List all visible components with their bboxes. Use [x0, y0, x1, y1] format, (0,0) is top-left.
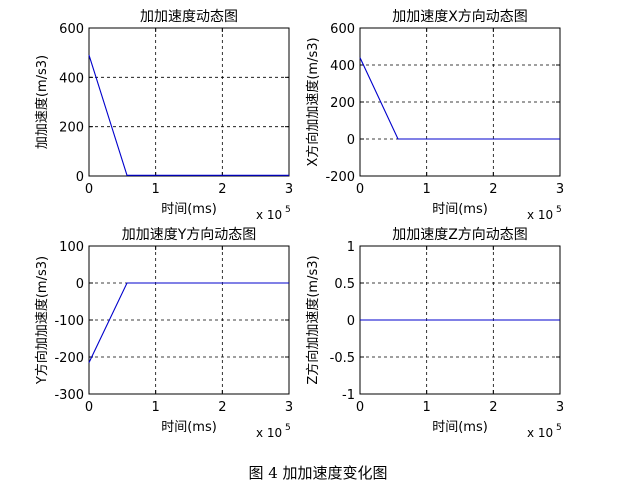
x-tick-label: 2 [489, 182, 497, 197]
x-tick-label: 1 [152, 182, 160, 197]
x-multiplier-label: x 10 [256, 208, 282, 222]
x-tick-label: 2 [218, 400, 226, 415]
y-tick-label: 0 [347, 133, 355, 148]
x-axis-label: 时间(ms) [161, 420, 217, 435]
y-tick-label: -200 [325, 170, 355, 185]
x-tick-label: 3 [285, 400, 293, 415]
x-multiplier-label: x 10 [256, 426, 282, 440]
x-tick-label: 1 [423, 182, 431, 197]
x-axis-label: 时间(ms) [161, 202, 217, 217]
y-tick-label: 100 [59, 240, 84, 255]
x-tick-label: 2 [489, 400, 497, 415]
chart-title: 加加速度动态图 [140, 9, 238, 25]
x-tick-label: 3 [556, 400, 564, 415]
y-axis-label: Z方向加加速度(m/s3) [305, 255, 321, 384]
x-tick-label: 0 [356, 400, 364, 415]
series-line [88, 54, 289, 176]
x-tick-label: 0 [85, 400, 93, 415]
x-tick-label: 0 [85, 182, 93, 197]
y-axis-label: Y方向加加速度(m/s3) [34, 256, 50, 385]
y-axis-label: X方向加加速度(m/s3) [305, 37, 321, 166]
y-axis-label: 加加速度(m/s3) [34, 55, 50, 149]
y-tick-label: -300 [54, 388, 84, 403]
y-tick-label: 400 [59, 71, 84, 86]
chart-title: 加加速度Z方向动态图 [392, 227, 528, 243]
x-tick-label: 3 [556, 182, 564, 197]
x-multiplier-exponent: 5 [556, 423, 562, 433]
x-tick-label: 2 [218, 182, 226, 197]
x-multiplier-label: x 10 [527, 208, 553, 222]
y-tick-label: 0.5 [334, 277, 355, 292]
y-tick-label: 1 [347, 240, 355, 255]
x-multiplier-label: x 10 [527, 426, 553, 440]
x-tick-label: 1 [423, 400, 431, 415]
y-tick-label: 600 [59, 22, 84, 37]
plot-area [88, 27, 290, 177]
series-line [359, 57, 560, 140]
figure-caption: 图 4 加加速度变化图 [248, 464, 388, 482]
x-multiplier-exponent: 5 [285, 423, 291, 433]
x-tick-label: 3 [285, 182, 293, 197]
x-axis-label: 时间(ms) [432, 202, 488, 217]
y-tick-label: 0 [76, 170, 84, 185]
chart-title: 加加速度X方向动态图 [392, 9, 528, 25]
x-tick-label: 0 [356, 182, 364, 197]
chart-title: 加加速度Y方向动态图 [122, 227, 257, 243]
y-tick-label: 600 [330, 22, 355, 37]
plot-area [88, 245, 290, 395]
y-tick-label: 200 [330, 96, 355, 111]
x-multiplier-exponent: 5 [556, 205, 562, 215]
y-tick-label: -1 [342, 388, 355, 403]
y-tick-label: 200 [59, 121, 84, 136]
x-axis-label: 时间(ms) [432, 420, 488, 435]
x-tick-label: 1 [152, 400, 160, 415]
y-tick-label: 0 [76, 277, 84, 292]
series-line [88, 282, 289, 363]
x-multiplier-exponent: 5 [285, 205, 291, 215]
y-tick-label: -200 [54, 351, 84, 366]
y-tick-label: 400 [330, 59, 355, 74]
y-tick-label: -0.5 [330, 351, 355, 366]
y-tick-label: -100 [54, 314, 84, 329]
y-tick-label: 0 [347, 314, 355, 329]
